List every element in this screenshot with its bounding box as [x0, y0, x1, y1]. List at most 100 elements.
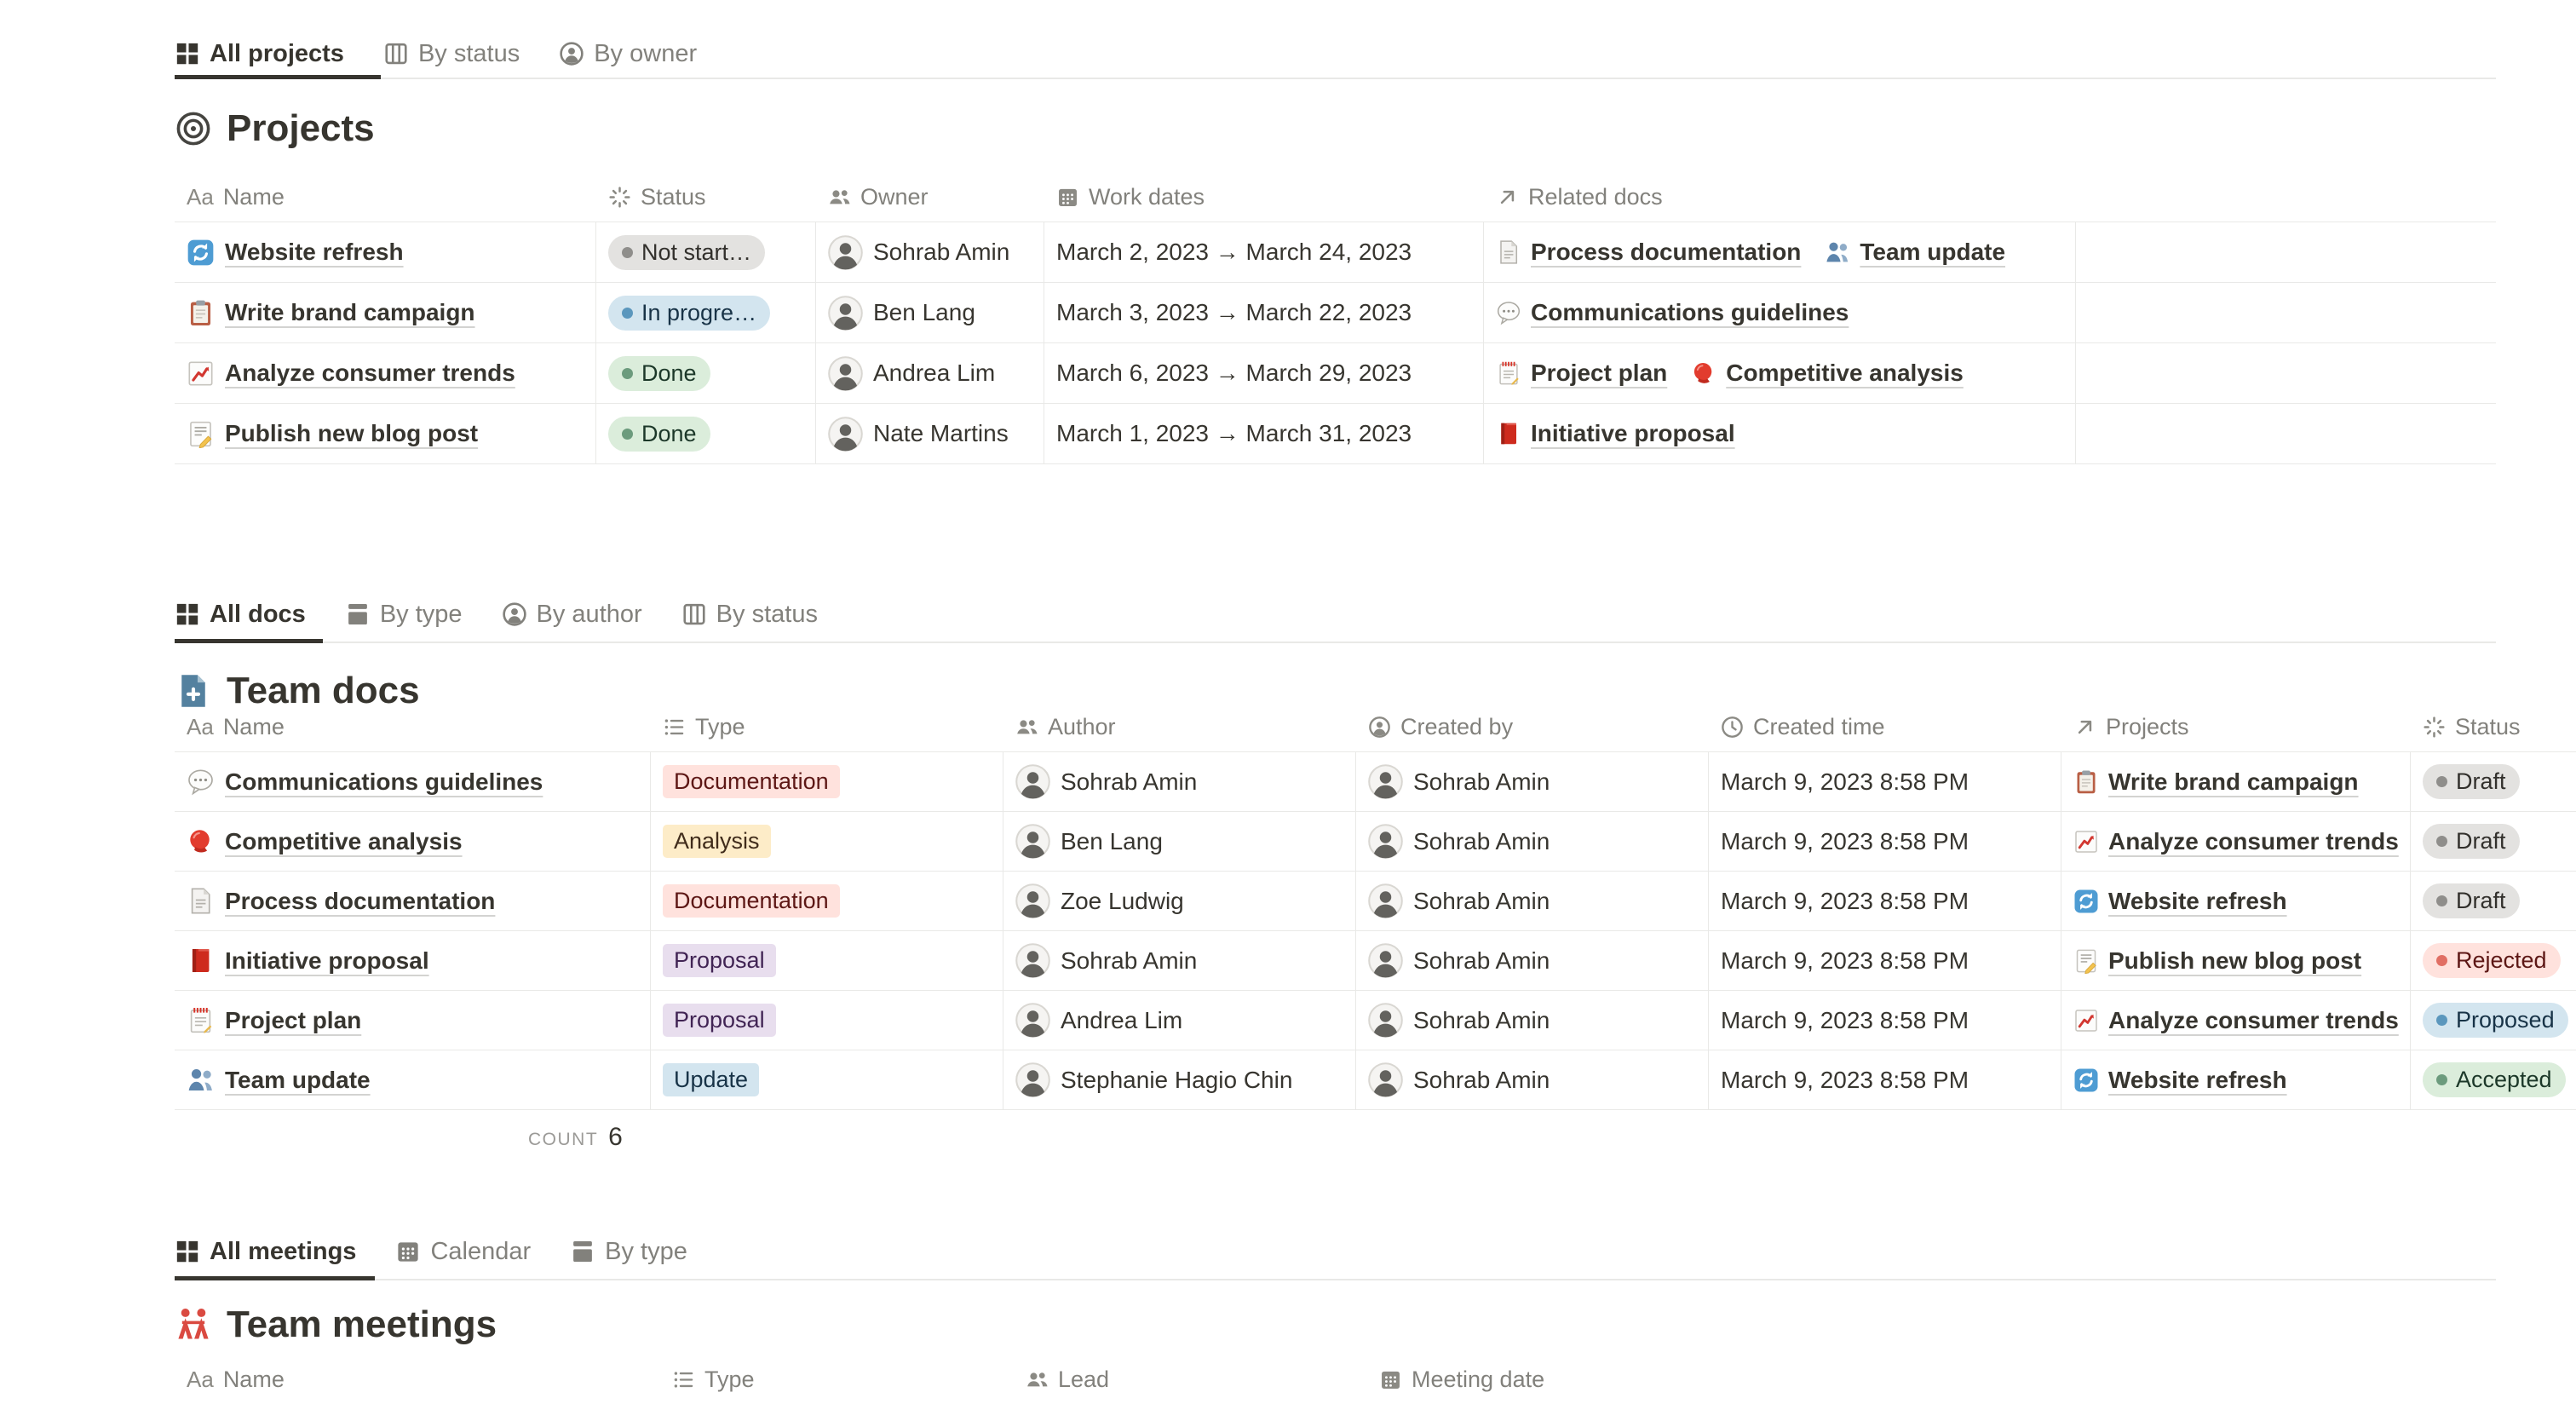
author-cell[interactable]: Sohrab Amin — [1003, 752, 1356, 811]
name-cell[interactable]: Competitive analysis — [175, 812, 651, 871]
status-cell[interactable]: Draft — [2411, 752, 2576, 811]
type-tag[interactable]: Proposal — [663, 1004, 776, 1037]
column-header-lead[interactable]: Lead — [1014, 1367, 1367, 1393]
tab-by-type[interactable]: By type — [570, 1238, 687, 1266]
relation-chip[interactable]: Competitive analysis — [1691, 360, 1964, 387]
tab-all-projects[interactable]: All projects — [175, 40, 344, 68]
status-pill[interactable]: Draft — [2423, 883, 2520, 918]
tab-calendar[interactable]: Calendar — [395, 1238, 531, 1266]
tab-all-meetings[interactable]: All meetings — [175, 1238, 356, 1266]
status-pill[interactable]: Accepted — [2423, 1062, 2566, 1097]
column-header-created-by[interactable]: Created by — [1356, 714, 1709, 740]
status-cell[interactable]: Done — [596, 343, 816, 403]
page-link[interactable]: Write brand campaign — [225, 299, 475, 325]
column-header-author[interactable]: Author — [1003, 714, 1356, 740]
column-header-status[interactable]: Status — [2411, 714, 2576, 740]
status-cell[interactable]: Accepted — [2411, 1050, 2576, 1109]
type-tag[interactable]: Documentation — [663, 765, 840, 798]
created-time-cell[interactable]: March 9, 2023 8:58 PM — [1709, 872, 2061, 930]
name-cell[interactable]: Team update — [175, 1050, 651, 1109]
team-meetings-title[interactable]: Team meetings — [175, 1303, 497, 1346]
related-docs-cell[interactable]: Initiative proposal — [1484, 404, 2076, 463]
status-cell[interactable]: Not start… — [596, 222, 816, 282]
column-header-name[interactable]: Aa Name — [187, 1366, 285, 1392]
projects-cell[interactable]: Write brand campaign — [2061, 752, 2411, 811]
owner-cell[interactable]: Sohrab Amin — [816, 222, 1044, 282]
relation-chip[interactable]: Website refresh — [2073, 1067, 2287, 1094]
column-header-name[interactable]: Aa Name — [187, 183, 285, 210]
author-cell[interactable]: Stephanie Hagio Chin — [1003, 1050, 1356, 1109]
page-link[interactable]: Publish new blog post — [225, 420, 479, 446]
created-time-cell[interactable]: March 9, 2023 8:58 PM — [1709, 931, 2061, 990]
relation-chip[interactable]: Analyze consumer trends — [2073, 828, 2399, 855]
projects-title[interactable]: Projects — [175, 107, 375, 150]
status-cell[interactable]: Draft — [2411, 872, 2576, 930]
type-tag[interactable]: Analysis — [663, 825, 771, 858]
author-cell[interactable]: Zoe Ludwig — [1003, 872, 1356, 930]
count-aggregate[interactable]: COUNT 6 — [528, 1123, 623, 1152]
page-link[interactable]: Team update — [225, 1066, 371, 1093]
tab-all-docs[interactable]: All docs — [175, 601, 306, 629]
work-dates-cell[interactable]: March 1, 2023 → March 31, 2023 — [1044, 404, 1484, 463]
status-pill[interactable]: Draft — [2423, 824, 2520, 859]
column-header-type[interactable]: Type — [660, 1367, 1014, 1393]
created-by-cell[interactable]: Sohrab Amin — [1356, 1050, 1709, 1109]
projects-cell[interactable]: Publish new blog post — [2061, 931, 2411, 990]
type-cell[interactable]: Proposal — [651, 931, 1003, 990]
related-docs-cell[interactable]: Communications guidelines — [1484, 283, 2076, 342]
type-cell[interactable]: Update — [651, 1050, 1003, 1109]
relation-chip[interactable]: Communications guidelines — [1496, 299, 1849, 326]
page-link[interactable]: Communications guidelines — [225, 768, 543, 795]
status-cell[interactable]: Done — [596, 404, 816, 463]
column-header-work-dates[interactable]: Work dates — [1044, 184, 1484, 210]
status-cell[interactable]: In progre… — [596, 283, 816, 342]
work-dates-cell[interactable]: March 3, 2023 → March 22, 2023 — [1044, 283, 1484, 342]
name-cell[interactable]: Project plan — [175, 991, 651, 1050]
relation-chip[interactable]: Write brand campaign — [2073, 768, 2359, 796]
column-header-meeting-date[interactable]: Meeting date — [1367, 1367, 1806, 1393]
page-link[interactable]: Project plan — [225, 1006, 362, 1033]
column-header-name[interactable]: Aa Name — [187, 713, 285, 739]
type-tag[interactable]: Documentation — [663, 884, 840, 918]
team-docs-title[interactable]: Team docs — [175, 670, 420, 712]
name-cell[interactable]: Initiative proposal — [175, 931, 651, 990]
page-link[interactable]: Competitive analysis — [225, 827, 463, 854]
status-cell[interactable]: Rejected — [2411, 931, 2576, 990]
created-time-cell[interactable]: March 9, 2023 8:58 PM — [1709, 1050, 2061, 1109]
status-pill[interactable]: Rejected — [2423, 943, 2561, 978]
owner-cell[interactable]: Andrea Lim — [816, 343, 1044, 403]
created-by-cell[interactable]: Sohrab Amin — [1356, 931, 1709, 990]
tab-by-owner[interactable]: By owner — [559, 40, 697, 68]
status-pill[interactable]: Done — [608, 416, 710, 452]
projects-cell[interactable]: Analyze consumer trends — [2061, 991, 2411, 1050]
type-tag[interactable]: Proposal — [663, 944, 776, 977]
projects-cell[interactable]: Analyze consumer trends — [2061, 812, 2411, 871]
owner-cell[interactable]: Ben Lang — [816, 283, 1044, 342]
work-dates-cell[interactable]: March 6, 2023 → March 29, 2023 — [1044, 343, 1484, 403]
status-cell[interactable]: Proposed — [2411, 991, 2576, 1050]
status-pill[interactable]: Draft — [2423, 764, 2520, 799]
relation-chip[interactable]: Team update — [1825, 239, 2005, 266]
created-by-cell[interactable]: Sohrab Amin — [1356, 812, 1709, 871]
created-time-cell[interactable]: March 9, 2023 8:58 PM — [1709, 752, 2061, 811]
author-cell[interactable]: Sohrab Amin — [1003, 931, 1356, 990]
status-pill[interactable]: In progre… — [608, 295, 771, 331]
relation-chip[interactable]: Website refresh — [2073, 888, 2287, 915]
projects-cell[interactable]: Website refresh — [2061, 872, 2411, 930]
name-cell[interactable]: Communications guidelines — [175, 752, 651, 811]
name-cell[interactable]: Publish new blog post — [175, 404, 596, 463]
name-cell[interactable]: Process documentation — [175, 872, 651, 930]
relation-chip[interactable]: Publish new blog post — [2073, 947, 2361, 975]
type-cell[interactable]: Analysis — [651, 812, 1003, 871]
status-pill[interactable]: Not start… — [608, 234, 766, 270]
name-cell[interactable]: Analyze consumer trends — [175, 343, 596, 403]
related-docs-cell[interactable]: Process documentation Team update — [1484, 222, 2076, 282]
column-header-owner[interactable]: Owner — [816, 184, 1044, 210]
tab-by-status[interactable]: By status — [681, 601, 818, 629]
page-link[interactable]: Website refresh — [225, 239, 404, 265]
column-header-status[interactable]: Status — [596, 184, 816, 210]
relation-chip[interactable]: Project plan — [1496, 360, 1667, 387]
owner-cell[interactable]: Nate Martins — [816, 404, 1044, 463]
projects-cell[interactable]: Website refresh — [2061, 1050, 2411, 1109]
status-pill[interactable]: Proposed — [2423, 1003, 2568, 1038]
